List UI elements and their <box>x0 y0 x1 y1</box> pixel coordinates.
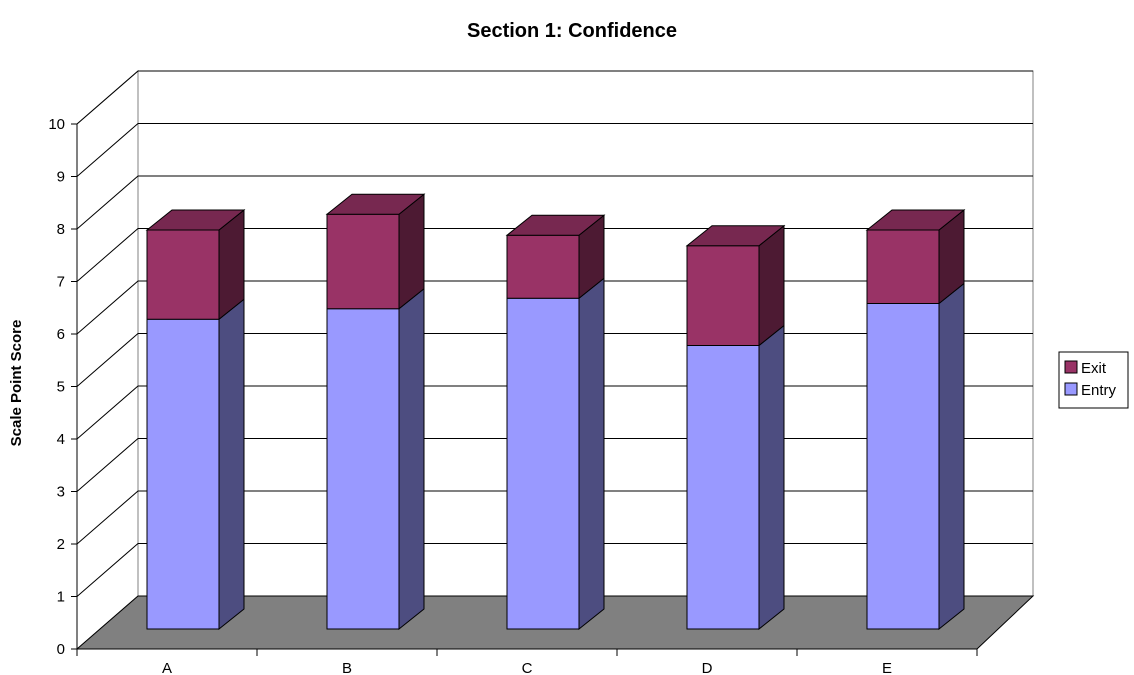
y-tick-label: 6 <box>57 326 65 343</box>
bar-front <box>506 234 580 299</box>
bar-front <box>146 318 220 630</box>
bar-side <box>758 224 785 347</box>
y-tick-label: 10 <box>48 116 65 133</box>
bars <box>145 193 966 631</box>
bar-exit-b <box>325 193 426 310</box>
bar-front <box>686 245 760 346</box>
legend-swatch <box>1064 360 1078 374</box>
x-tick-label: E <box>882 660 892 675</box>
bar-side <box>938 282 965 631</box>
bar-front <box>866 303 940 630</box>
x-axis-ticks: A B C D E <box>76 649 978 675</box>
bar-exit-a <box>145 208 246 321</box>
y-axis-ticks: 0 1 2 3 4 5 6 7 8 9 10 <box>48 116 77 658</box>
bar-entry-a <box>146 298 245 631</box>
x-tick-label: C <box>522 660 533 675</box>
bar-entry-b <box>326 287 425 631</box>
y-tick-label: 7 <box>57 274 65 291</box>
gridline <box>76 175 1033 230</box>
bar-top <box>865 209 966 231</box>
gridline <box>76 123 1033 177</box>
gridline <box>76 70 1033 125</box>
bar-entry-e <box>866 282 965 631</box>
y-tick-label: 0 <box>57 641 65 658</box>
bar-exit-e <box>865 208 966 305</box>
bar-front <box>506 297 580 630</box>
legend-swatch <box>1064 382 1078 396</box>
bar-top <box>325 193 426 215</box>
legend-label: Exit <box>1081 360 1107 377</box>
y-tick-label: 2 <box>57 536 65 553</box>
bar-front <box>866 229 940 304</box>
legend: Exit Entry <box>1058 351 1129 409</box>
bar-side <box>758 324 785 631</box>
y-tick-label: 4 <box>57 431 65 448</box>
bar-entry-d <box>686 324 785 631</box>
bar-side <box>398 287 425 631</box>
x-tick-label: D <box>702 660 713 675</box>
y-tick-label: 9 <box>57 169 65 186</box>
bar-top <box>685 225 786 247</box>
bar-side <box>578 277 605 631</box>
y-tick-label: 1 <box>57 589 65 606</box>
y-tick-label: 3 <box>57 484 65 501</box>
bar-front <box>326 308 400 630</box>
bar-top <box>145 209 246 231</box>
bar-exit-d <box>685 224 786 347</box>
bar-front <box>686 345 760 630</box>
y-tick-label: 5 <box>57 379 65 396</box>
y-axis-title: Scale Point Score <box>8 320 25 447</box>
bar-front <box>326 213 400 310</box>
legend-item-entry: Entry <box>1064 382 1117 399</box>
legend-label: Entry <box>1081 382 1117 399</box>
bar-exit-c <box>505 214 606 300</box>
x-tick-label: B <box>342 660 352 675</box>
chart-title: Section 1: Confidence <box>467 20 677 42</box>
y-tick-label: 8 <box>57 221 65 238</box>
bar-front <box>146 229 220 320</box>
bar-top <box>505 214 606 236</box>
bar-entry-c <box>506 277 605 631</box>
x-tick-label: A <box>162 660 172 675</box>
bar-side <box>218 298 245 631</box>
legend-item-exit: Exit <box>1064 360 1107 377</box>
